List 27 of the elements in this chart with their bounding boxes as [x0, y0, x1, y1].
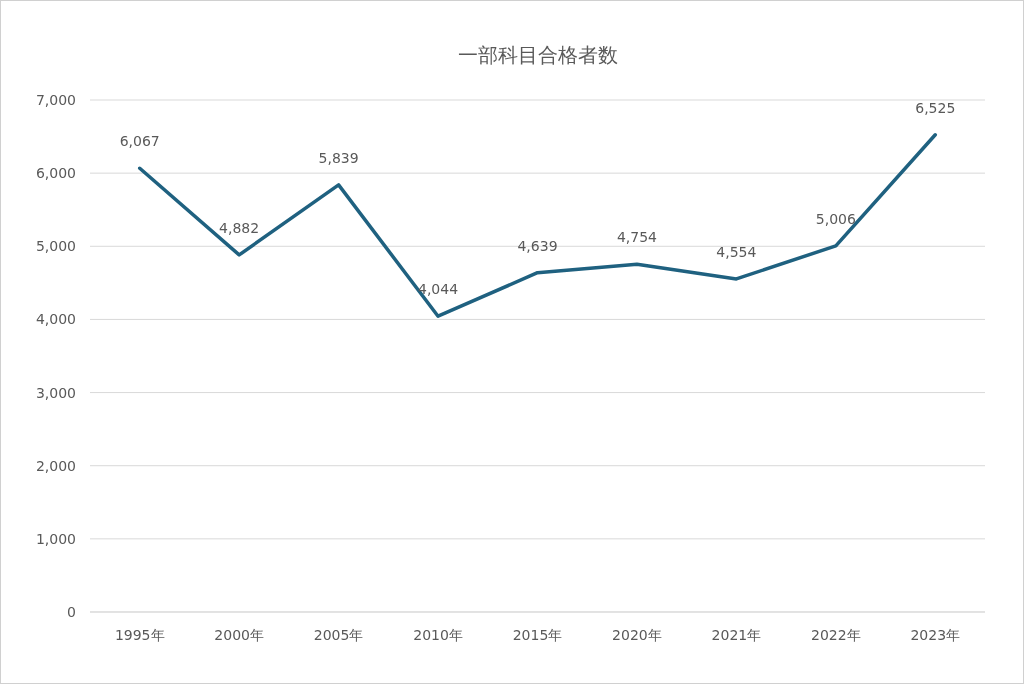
x-tick-label: 2015年 — [512, 627, 563, 643]
data-label: 4,882 — [219, 219, 260, 236]
y-tick-label: 2,000 — [35, 457, 76, 474]
y-tick-label: 5,000 — [35, 238, 76, 255]
x-tick-label: 2021年 — [711, 627, 762, 643]
y-tick-label: 7,000 — [35, 92, 76, 108]
chart-title: 一部科目合格者数 — [457, 43, 618, 67]
x-tick-label: 2023年 — [910, 627, 961, 643]
data-label: 4,754 — [616, 229, 658, 246]
x-tick-label: 2000年 — [214, 627, 264, 643]
data-label: 5,839 — [318, 149, 359, 166]
x-tick-label: 2010年 — [413, 627, 463, 643]
data-label: 4,639 — [517, 237, 558, 254]
y-tick-label: 4,000 — [35, 311, 76, 328]
data-label: 6,525 — [915, 99, 956, 116]
x-tick-label: 1995年 — [114, 627, 165, 643]
y-tick-label: 3,000 — [35, 384, 76, 401]
x-tick-label: 2020年 — [612, 627, 662, 643]
data-label: 5,006 — [815, 210, 856, 227]
y-tick-label: 0 — [67, 604, 76, 620]
y-tick-label: 1,000 — [35, 530, 76, 547]
data-label: 6,067 — [119, 133, 160, 150]
data-label: 4,044 — [418, 281, 459, 298]
y-tick-label: 6,000 — [35, 165, 76, 182]
x-tick-label: 2022年 — [811, 627, 861, 643]
data-label: 4,554 — [716, 243, 757, 260]
x-tick-label: 2005年 — [313, 627, 364, 643]
